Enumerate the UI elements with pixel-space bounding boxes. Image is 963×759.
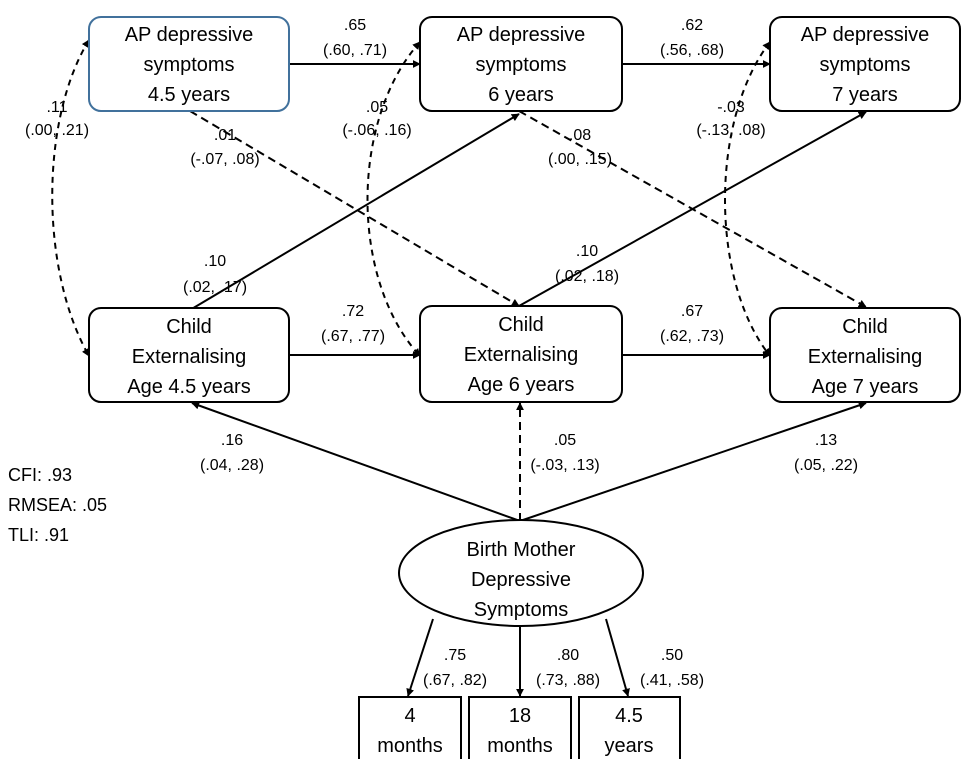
coef-cov45: .11	[46, 99, 67, 116]
edges	[51, 39, 867, 697]
node-ap6-line1: AP depressive	[457, 24, 586, 46]
ind45y-line1: 4.5	[615, 705, 643, 727]
coef-ap45-ce6: .01	[214, 127, 236, 144]
node-ce45-line3: Age 4.5 years	[127, 376, 250, 398]
indicator-4-5-years: 4.5 years	[578, 696, 681, 759]
loading-4m	[406, 618, 434, 697]
node-ap7-line2: symptoms	[819, 54, 910, 76]
cov-6	[366, 41, 421, 357]
fit-cfi: CFI: .93	[8, 465, 72, 485]
coef-ap45-ap6: .65	[344, 17, 366, 34]
coef-ap6-ce7: .08	[569, 127, 591, 144]
coef-load-45y: .50	[661, 647, 683, 664]
ind4m-line1: 4	[404, 705, 415, 727]
node-ce7-line2: Externalising	[808, 346, 923, 368]
fit-rmsea: RMSEA: .05	[8, 495, 107, 515]
coef-bm-ce7: .13	[815, 432, 837, 449]
coef-load-4m: .75	[444, 647, 466, 664]
ind18m-line2: months	[487, 735, 553, 757]
coef-ce6-ap7: .10	[576, 243, 598, 260]
nodes: AP depressive symptoms 4.5 years AP depr…	[88, 16, 961, 759]
path-bm-ce45	[191, 401, 521, 522]
coef-ce45-ce6: .72	[342, 303, 364, 320]
coef-ce6-ce7: .67	[681, 303, 703, 320]
node-ap7-line3: 7 years	[832, 84, 898, 106]
node-ap45-line1: AP depressive	[125, 24, 254, 46]
path-bm-ce7	[519, 401, 867, 522]
ci-cov6: (-.06, .16)	[342, 122, 411, 139]
ci-ce6-ap7: (.02, .18)	[555, 268, 619, 285]
node-child-6-years: Child Externalising Age 6 years	[419, 305, 623, 403]
ci-cov7: (-.13, .08)	[696, 122, 765, 139]
coef-ap6-ap7: .62	[681, 17, 703, 34]
node-ce7-line1: Child	[842, 316, 888, 338]
ci-load-18m: (.73, .88)	[536, 672, 600, 689]
node-child-4-5-years: Child Externalising Age 4.5 years	[88, 307, 290, 403]
node-ap45-line3: 4.5 years	[148, 84, 230, 106]
coef-bm-ce6: .05	[554, 432, 576, 449]
ci-ap6-ap7: (.56, .68)	[660, 42, 724, 59]
ci-load-4m: (.67, .82)	[423, 672, 487, 689]
path-ce45-ap6	[189, 113, 520, 311]
cov-45	[51, 39, 90, 357]
coef-ce45-ap6: .10	[204, 253, 226, 270]
ci-bm-ce6: (-.03, .13)	[530, 457, 599, 474]
node-birth-mother-latent: Birth Mother Depressive Symptoms	[398, 519, 644, 627]
ci-cov45: (.00, .21)	[25, 122, 89, 139]
coef-load-18m: .80	[557, 647, 579, 664]
indicator-4-months: 4 months	[358, 696, 462, 759]
node-bm-line1: Birth Mother	[467, 539, 576, 561]
node-ap-6-years: AP depressive symptoms 6 years	[419, 16, 623, 112]
ci-bm-ce45: (.04, .28)	[200, 457, 264, 474]
ci-load-45y: (.41, .58)	[640, 672, 704, 689]
node-ce6-line1: Child	[498, 314, 544, 336]
node-ce6-line3: Age 6 years	[468, 374, 575, 396]
fit-tli: TLI: .91	[8, 525, 69, 545]
ind18m-line1: 18	[509, 705, 531, 727]
loading-45y	[605, 618, 630, 697]
ci-ap45-ce6: (-.07, .08)	[190, 151, 259, 168]
path-ap45-ce6	[189, 110, 520, 307]
fit-statistics: CFI: .93 RMSEA: .05 TLI: .91	[8, 465, 107, 545]
node-ap6-line2: symptoms	[475, 54, 566, 76]
cov-7	[724, 41, 771, 357]
ci-ce45-ce6: (.67, .77)	[321, 328, 385, 345]
ci-ap45-ap6: (.60, .71)	[323, 42, 387, 59]
coefficient-labels: .65 (.60, .71) .62 (.56, .68) .72 (.67, …	[25, 17, 858, 689]
node-bm-line2: Depressive	[471, 569, 571, 591]
node-ap6-line3: 6 years	[488, 84, 554, 106]
ci-ce45-ap6: (.02, .17)	[183, 279, 247, 296]
indicator-18-months: 18 months	[468, 696, 572, 759]
coef-cov6: .05	[366, 99, 388, 116]
ind4m-line2: months	[377, 735, 443, 757]
ci-bm-ce7: (.05, .22)	[794, 457, 858, 474]
node-ce45-line1: Child	[166, 316, 212, 338]
node-ap-4-5-years: AP depressive symptoms 4.5 years	[88, 16, 290, 112]
node-ce6-line2: Externalising	[464, 344, 579, 366]
node-child-7-years: Child Externalising Age 7 years	[769, 307, 961, 403]
node-ap7-line1: AP depressive	[801, 24, 930, 46]
node-ce7-line3: Age 7 years	[812, 376, 919, 398]
ci-ap6-ce7: (.00, .15)	[548, 151, 612, 168]
ci-ce6-ce7: (.62, .73)	[660, 328, 724, 345]
coef-bm-ce45: .16	[221, 432, 243, 449]
node-ap-7-years: AP depressive symptoms 7 years	[769, 16, 961, 112]
node-ap45-line2: symptoms	[143, 54, 234, 76]
node-ce45-line2: Externalising	[132, 346, 247, 368]
path-ap6-ce7	[518, 110, 867, 308]
node-bm-line3: Symptoms	[474, 599, 568, 621]
ind45y-line2: years	[605, 735, 654, 757]
coef-cov7: -.03	[717, 99, 745, 116]
